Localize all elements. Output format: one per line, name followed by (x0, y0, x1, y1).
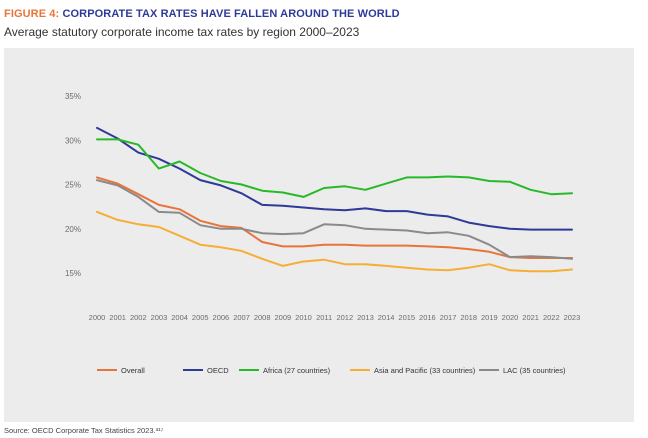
source-note: Source: OECD Corporate Tax Statistics 20… (4, 426, 164, 435)
series-line (96, 138, 573, 198)
figure-title: FIGURE 4: CORPORATE TAX RATES HAVE FALLE… (4, 8, 400, 20)
x-tick-label: 2023 (564, 313, 581, 322)
y-tick-label: 15% (65, 269, 81, 278)
series-line (96, 179, 573, 260)
x-tick-label: 2010 (295, 313, 312, 322)
x-tick-label: 2018 (460, 313, 477, 322)
x-tick-label: 2003 (151, 313, 168, 322)
x-tick-label: 2016 (419, 313, 436, 322)
x-tick-label: 2013 (357, 313, 374, 322)
legend-item: Asia and Pacific (33 countries) (350, 366, 476, 375)
legend-item: Overall (97, 366, 145, 375)
legend-label: OECD (207, 366, 229, 375)
y-tick-label: 20% (65, 225, 81, 234)
x-tick-label: 2019 (481, 313, 498, 322)
x-tick-label: 2008 (254, 313, 271, 322)
legend-item: OECD (183, 366, 229, 375)
series-line (96, 126, 573, 231)
chart-panel: 15% 20% 25% 30% 35% 2000 2001 2002 2003 2004 2005 2… (4, 48, 634, 422)
figure-label: FIGURE 4: (4, 8, 60, 20)
legend-label: LAC (35 countries) (503, 366, 566, 375)
y-tick-label: 30% (65, 136, 81, 145)
legend-label: Africa (27 countries) (263, 366, 331, 375)
x-tick-label: 2007 (233, 313, 250, 322)
x-tick-label: 2022 (543, 313, 560, 322)
y-tick-label: 25% (65, 181, 81, 190)
series-line (96, 210, 573, 273)
figure-subtitle: Average statutory corporate income tax r… (4, 25, 360, 39)
legend-item: LAC (35 countries) (479, 366, 566, 375)
line-chart: 15% 20% 25% 30% 35% 2000 2001 2002 2003 2004 2005 2… (65, 92, 581, 375)
x-tick-label: 2009 (275, 313, 292, 322)
series-line (96, 176, 573, 259)
x-tick-label: 2006 (213, 313, 230, 322)
x-tick-label: 2014 (378, 313, 395, 322)
x-tick-label: 2002 (130, 313, 147, 322)
y-tick-label: 35% (65, 92, 81, 101)
x-tick-label: 2017 (440, 313, 457, 322)
x-tick-label: 2000 (89, 313, 106, 322)
x-tick-label: 2021 (522, 313, 539, 322)
legend-label: Asia and Pacific (33 countries) (374, 366, 476, 375)
x-tick-label: 2015 (398, 313, 415, 322)
x-tick-label: 2011 (316, 313, 332, 322)
figure-title-text: CORPORATE TAX RATES HAVE FALLEN AROUND T… (62, 8, 400, 20)
x-tick-label: 2005 (192, 313, 209, 322)
x-tick-label: 2001 (109, 313, 126, 322)
x-tick-label: 2012 (336, 313, 353, 322)
x-tick-label: 2020 (502, 313, 519, 322)
legend-label: Overall (121, 366, 145, 375)
legend-item: Africa (27 countries) (239, 366, 331, 375)
x-tick-label: 2004 (171, 313, 188, 322)
